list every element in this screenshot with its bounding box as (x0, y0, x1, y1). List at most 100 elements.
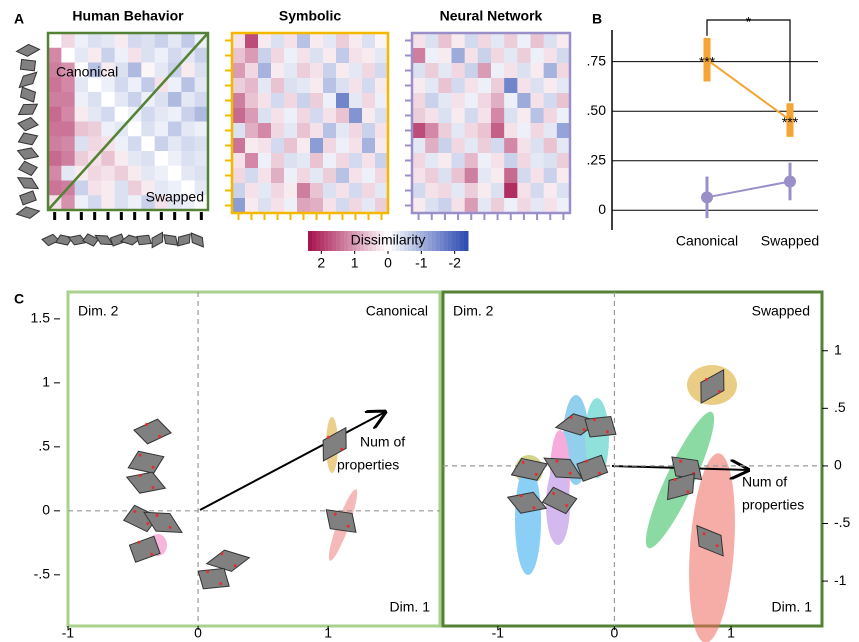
heatmap-cell (101, 47, 115, 63)
point-vertex (686, 490, 690, 494)
point (325, 509, 357, 533)
heatmap-cell (61, 33, 75, 49)
point-vertex (138, 474, 142, 478)
heatmap-cell (323, 93, 337, 109)
heatmap-cell (245, 138, 259, 154)
tick (146, 212, 150, 220)
heatmap-cell (128, 180, 142, 196)
colorbar-tick-label: 0 (384, 255, 392, 271)
heatmap-cell (310, 168, 324, 184)
heatmap-cell (114, 106, 129, 122)
heatmap-cell (245, 93, 259, 109)
heatmap-cell (530, 108, 544, 124)
heatmap-cell (412, 138, 426, 154)
heatmap-cell (451, 123, 465, 139)
point-vertex (555, 459, 559, 463)
heatmap-cell (349, 63, 363, 79)
point-vertex (534, 472, 538, 476)
heatmap-cell (154, 136, 169, 152)
heatmap-cell (141, 195, 155, 211)
point-vertex (569, 415, 573, 419)
heatmap-cell (530, 183, 544, 199)
heatmap-cell (310, 108, 324, 124)
colorbar-step (312, 231, 317, 251)
shape-icon (15, 206, 41, 219)
shape-icon (17, 103, 39, 116)
shape-icon (41, 233, 61, 247)
point-vertex (168, 525, 172, 529)
heatmap-cell (245, 198, 259, 214)
heatmap-cell (491, 108, 505, 124)
heatmap-cell (438, 183, 452, 199)
heatmap-cell (297, 93, 311, 109)
heatmap-cell (284, 93, 298, 109)
heatmap-cell (491, 138, 505, 154)
heatmap-cell (362, 138, 376, 154)
y-tick-label: 0 (598, 201, 606, 217)
heatmap-cell (194, 106, 209, 122)
heatmap-cell (412, 198, 426, 214)
heatmap-cell (491, 183, 505, 199)
colorbar-step (408, 231, 413, 251)
heatmap-cell (323, 138, 337, 154)
point-vertex (137, 540, 141, 544)
heatmap-cell (101, 121, 115, 137)
point-vertex (552, 491, 556, 495)
heatmap-cell (504, 138, 518, 154)
heatmap-cell (310, 183, 324, 199)
heatmap-cell (375, 183, 389, 199)
heatmap-cell (154, 62, 169, 78)
heatmap-cell (504, 63, 518, 79)
heatmap-cell (271, 153, 285, 169)
heatmap-cell (451, 48, 465, 64)
heatmap-cell (88, 33, 102, 49)
point-vertex (568, 471, 572, 475)
heatmap-cell (258, 33, 272, 49)
heatmap-cell (556, 78, 571, 94)
heatmap-cell (504, 108, 518, 124)
colorbar-step (376, 231, 381, 251)
point (701, 191, 713, 204)
heatmap-cell (349, 168, 363, 184)
y-tick-label: 1 (834, 341, 842, 357)
colorbar-step (396, 231, 401, 251)
heatmap-cell (88, 165, 102, 181)
heatmap-cell (194, 165, 209, 181)
heatmap-cell (425, 168, 439, 184)
heatmap-cell (517, 93, 531, 109)
shape-icon (82, 233, 100, 247)
heatmap-cell (74, 47, 89, 63)
heatmap-cell (194, 77, 209, 93)
heatmap-cell (477, 63, 492, 79)
heatmap-cell (74, 180, 89, 196)
panel-label: B (592, 11, 602, 27)
heatmap-cell (556, 153, 571, 169)
point (576, 454, 609, 482)
heatmap-cell (349, 198, 363, 214)
colorbar-step (424, 231, 429, 251)
heatmap-cell (271, 108, 285, 124)
heatmap-cell (491, 33, 505, 49)
heatmap-cell (114, 92, 129, 108)
heatmap-cell (375, 138, 389, 154)
heatmap-cell (438, 48, 452, 64)
heatmap-cell (323, 108, 337, 124)
heatmap-cell (349, 183, 363, 199)
heatmap-cell (128, 195, 142, 211)
heatmap-cell (336, 48, 350, 64)
point-vertex (158, 434, 162, 438)
heatmap-cell (181, 77, 195, 93)
x-tick-label: 1 (727, 625, 735, 641)
heatmap-cell (74, 92, 89, 108)
corner-label: Swapped (146, 189, 204, 205)
shape-icon (16, 147, 40, 160)
point-vertex (521, 460, 525, 464)
heatmap-cell (154, 33, 169, 49)
heatmap-cell (194, 121, 209, 137)
heatmap-cell (336, 93, 350, 109)
heatmap-cell (464, 198, 479, 214)
heatmap-cell (168, 106, 182, 122)
point (125, 471, 167, 494)
heatmap-frame (46, 31, 210, 212)
